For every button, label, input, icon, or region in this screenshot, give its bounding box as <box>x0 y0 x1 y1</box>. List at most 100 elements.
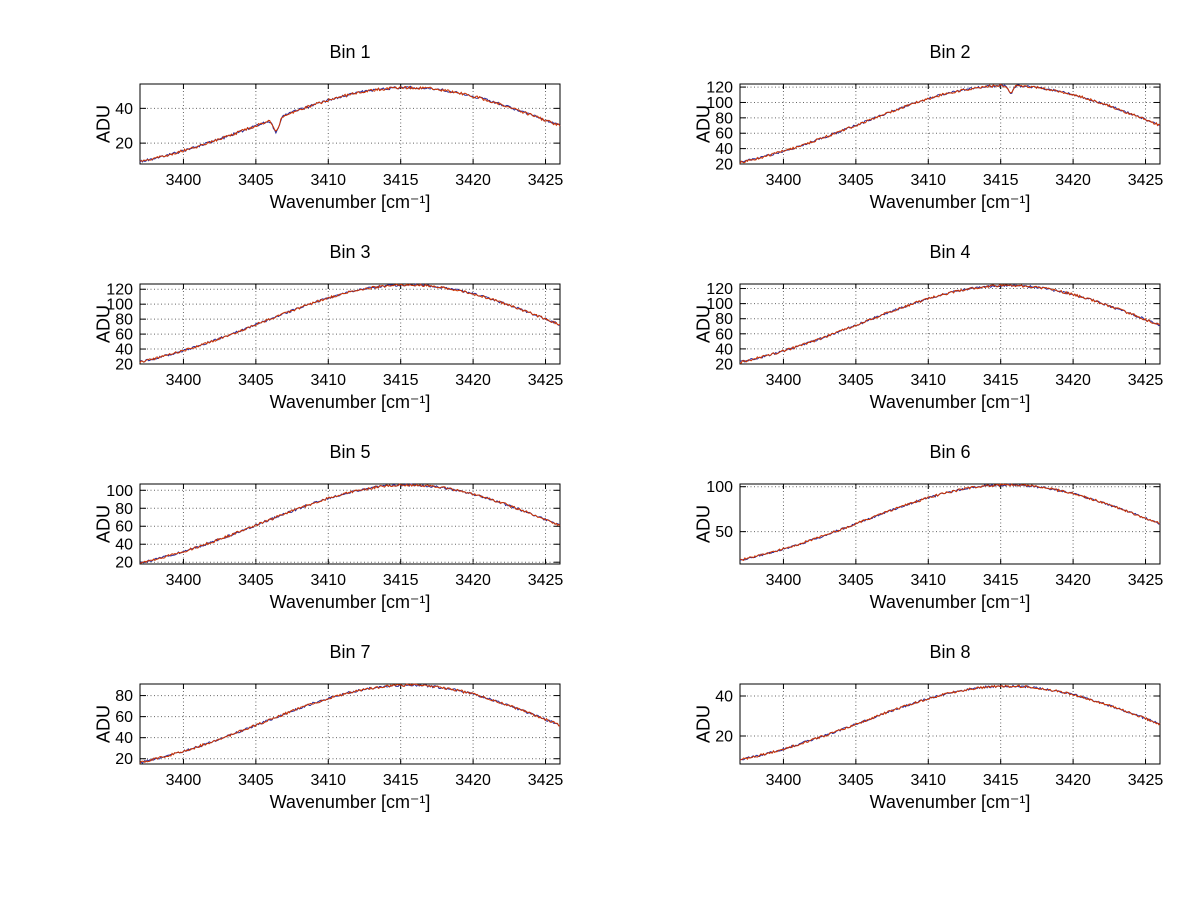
svg-text:3400: 3400 <box>766 372 802 389</box>
plot-area: 3400 3405 3410 3415 3420 3425 20 40 60 80 <box>115 683 563 789</box>
svg-text:3420: 3420 <box>1055 772 1091 789</box>
plot-title: Bin 8 <box>929 642 971 662</box>
svg-text:3415: 3415 <box>383 772 419 789</box>
x-axis-label: Wavenumber [cm⁻¹] <box>869 792 1031 812</box>
svg-text:20: 20 <box>115 555 133 572</box>
svg-text:120: 120 <box>706 281 733 298</box>
svg-text:3425: 3425 <box>1128 172 1164 189</box>
svg-text:80: 80 <box>115 688 133 705</box>
subplot-bin-6: Bin 6 ADU 3400 3405 3410 3415 3420 3425 50 100 … <box>600 428 1200 628</box>
svg-text:60: 60 <box>115 327 133 344</box>
svg-text:3425: 3425 <box>528 572 564 589</box>
svg-text:40: 40 <box>115 342 133 359</box>
svg-text:3400: 3400 <box>166 572 202 589</box>
subplot-bin-8: Bin 8 ADU 3400 3405 3410 3415 3420 3425 20 40 W… <box>600 628 1200 828</box>
plot-title: Bin 3 <box>329 242 371 262</box>
svg-text:80: 80 <box>715 311 733 328</box>
svg-text:3405: 3405 <box>238 172 274 189</box>
svg-text:3405: 3405 <box>838 772 874 789</box>
subplot-bin-7: Bin 7 ADU 3400 3405 3410 3415 3420 3425 20 40 60… <box>0 628 600 828</box>
svg-text:50: 50 <box>715 524 733 541</box>
subplot-grid: Bin 1 ADU 3400 3405 3410 3415 3420 3425 20 40 W… <box>0 28 1200 828</box>
x-axis-label: Wavenumber [cm⁻¹] <box>869 592 1031 612</box>
svg-text:3410: 3410 <box>910 172 946 189</box>
x-axis-label: Wavenumber [cm⁻¹] <box>869 392 1031 412</box>
svg-text:60: 60 <box>115 519 133 536</box>
svg-text:3425: 3425 <box>528 172 564 189</box>
svg-text:3425: 3425 <box>1128 772 1164 789</box>
svg-text:20: 20 <box>715 357 733 374</box>
x-axis-label: Wavenumber [cm⁻¹] <box>269 192 431 212</box>
svg-text:3420: 3420 <box>455 772 491 789</box>
svg-text:3420: 3420 <box>1055 172 1091 189</box>
svg-text:40: 40 <box>715 341 733 358</box>
plot-title: Bin 5 <box>329 442 371 462</box>
svg-text:3415: 3415 <box>383 572 419 589</box>
svg-text:3410: 3410 <box>310 172 346 189</box>
plot-title: Bin 2 <box>929 42 971 62</box>
svg-text:3410: 3410 <box>310 772 346 789</box>
subplot-bin-1: Bin 1 ADU 3400 3405 3410 3415 3420 3425 20 40 W… <box>0 28 600 228</box>
svg-text:80: 80 <box>715 110 733 127</box>
svg-text:3420: 3420 <box>455 172 491 189</box>
svg-text:100: 100 <box>106 297 133 314</box>
svg-text:120: 120 <box>706 80 733 97</box>
svg-text:3420: 3420 <box>1055 372 1091 389</box>
svg-text:100: 100 <box>706 296 733 313</box>
svg-text:60: 60 <box>715 326 733 343</box>
svg-text:100: 100 <box>106 483 133 500</box>
x-axis-label: Wavenumber [cm⁻¹] <box>869 192 1031 212</box>
svg-text:60: 60 <box>115 709 133 726</box>
subplot-bin-3: Bin 3 ADU 3400 3405 3410 3415 3420 3425 20 40 60… <box>0 228 600 428</box>
plot-area: 3400 3405 3410 3415 3420 3425 20 40 <box>115 83 564 189</box>
svg-text:60: 60 <box>715 126 733 143</box>
svg-text:80: 80 <box>115 312 133 329</box>
svg-text:100: 100 <box>706 479 733 496</box>
svg-text:80: 80 <box>115 501 133 518</box>
subplot-bin-4: Bin 4 ADU 3400 3405 3410 3415 3420 3425 20 40 60… <box>600 228 1200 428</box>
subplot-bin-2: Bin 2 ADU 3400 3405 3410 3415 3420 3425 20 40 60… <box>600 28 1200 228</box>
svg-text:3420: 3420 <box>455 372 491 389</box>
svg-text:100: 100 <box>706 95 733 112</box>
svg-text:3405: 3405 <box>238 372 274 389</box>
x-axis-label: Wavenumber [cm⁻¹] <box>269 392 431 412</box>
svg-text:3400: 3400 <box>766 772 802 789</box>
plot-area: 3400 3405 3410 3415 3420 3425 20 40 <box>715 683 1164 789</box>
plot-area: 3400 3405 3410 3415 3420 3425 50 100 <box>706 479 1163 589</box>
svg-text:20: 20 <box>115 136 133 153</box>
svg-text:3415: 3415 <box>983 572 1019 589</box>
svg-text:3420: 3420 <box>455 572 491 589</box>
svg-text:3415: 3415 <box>383 172 419 189</box>
svg-text:3420: 3420 <box>1055 572 1091 589</box>
svg-text:3400: 3400 <box>166 172 202 189</box>
svg-text:3410: 3410 <box>310 372 346 389</box>
svg-text:3405: 3405 <box>838 172 874 189</box>
svg-text:3400: 3400 <box>766 572 802 589</box>
svg-text:40: 40 <box>115 101 133 118</box>
svg-text:3405: 3405 <box>238 772 274 789</box>
svg-text:3405: 3405 <box>838 372 874 389</box>
svg-text:20: 20 <box>715 157 733 174</box>
subplot-bin-5: Bin 5 ADU 3400 3405 3410 3415 3420 3425 20 40 60… <box>0 428 600 628</box>
plot-title: Bin 1 <box>329 42 371 62</box>
svg-text:3410: 3410 <box>310 572 346 589</box>
x-axis-label: Wavenumber [cm⁻¹] <box>269 792 431 812</box>
svg-text:3400: 3400 <box>166 772 202 789</box>
svg-text:3400: 3400 <box>166 372 202 389</box>
svg-text:3415: 3415 <box>983 772 1019 789</box>
svg-text:3415: 3415 <box>983 172 1019 189</box>
svg-text:3405: 3405 <box>838 572 874 589</box>
svg-text:40: 40 <box>715 141 733 158</box>
svg-text:3425: 3425 <box>528 372 564 389</box>
x-axis-label: Wavenumber [cm⁻¹] <box>269 592 431 612</box>
svg-text:3410: 3410 <box>910 772 946 789</box>
svg-text:3415: 3415 <box>383 372 419 389</box>
plot-title: Bin 6 <box>929 442 971 462</box>
svg-text:3410: 3410 <box>910 572 946 589</box>
plot-title: Bin 4 <box>929 242 971 262</box>
